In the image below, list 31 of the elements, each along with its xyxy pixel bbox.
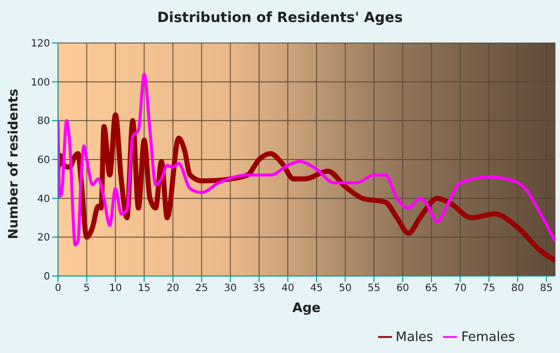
x-tick-label: 70: [454, 283, 467, 294]
legend-label: Females: [461, 330, 515, 345]
x-tick-label: 65: [425, 283, 438, 294]
y-axis-title: Number of residents: [6, 88, 22, 240]
x-tick-label: 85: [540, 283, 553, 294]
y-tick-label: 120: [30, 38, 50, 50]
x-tick-label: 40: [281, 283, 294, 294]
y-tick-label: 40: [37, 194, 50, 205]
line-series: [58, 72, 555, 246]
x-tick-label: 10: [109, 283, 122, 294]
x-axis-title: Age: [292, 301, 321, 316]
x-tick-label: 30: [224, 283, 237, 294]
x-tick-label: 15: [138, 283, 151, 294]
x-tick-label: 75: [482, 283, 496, 294]
legend-label: Males: [396, 330, 434, 345]
y-tick-label: 0: [44, 272, 50, 283]
x-tick-label: 60: [396, 283, 410, 294]
x-tick-label: 25: [195, 283, 208, 294]
x-tick-label: 0: [54, 283, 62, 294]
chart-title: Distribution of Residents' Ages: [156, 10, 404, 26]
x-tick-label: 5: [84, 283, 90, 294]
y-tick-label: 60: [37, 155, 50, 166]
x-tick-label: 35: [252, 283, 266, 294]
y-tick-label: 100: [30, 77, 50, 88]
y-tick-label: 20: [37, 232, 50, 244]
x-tick-label: 45: [310, 283, 323, 294]
x-tick-label: 20: [166, 283, 180, 294]
x-tick-label: 55: [368, 283, 380, 294]
x-tick-label: 80: [511, 283, 524, 294]
y-tick-label: 80: [37, 116, 50, 128]
x-tick-label: 50: [338, 283, 352, 294]
